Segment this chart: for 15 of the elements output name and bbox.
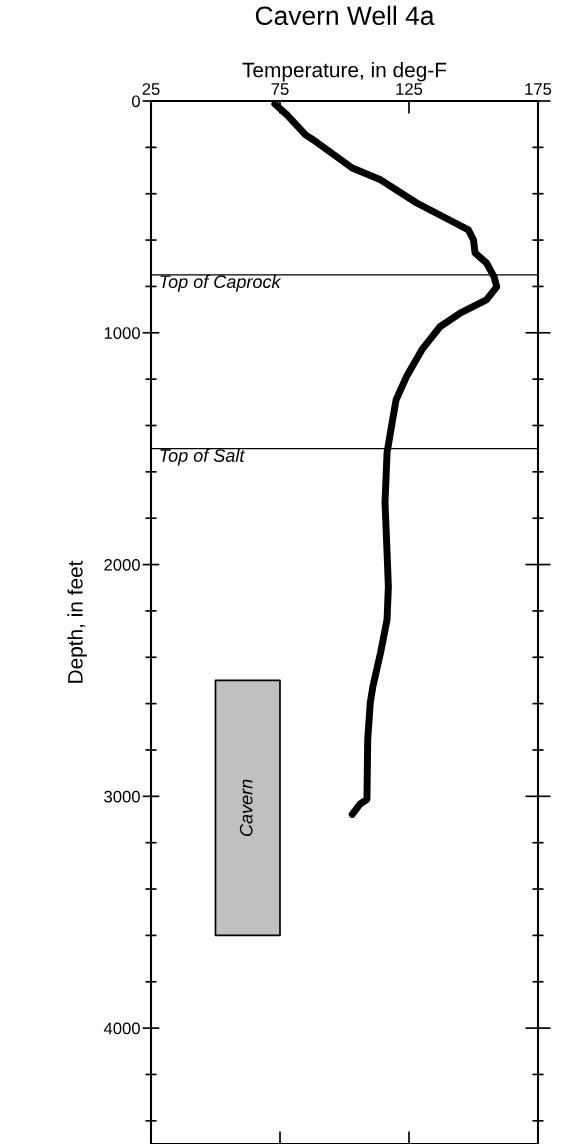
ref-line-label: Top of Salt xyxy=(160,448,246,466)
y-tick-label: 3000 xyxy=(104,790,140,803)
chart-title: Cavern Well 4a xyxy=(255,5,435,26)
y-tick-label: 4000 xyxy=(103,1022,140,1035)
y-tick-label: 0 xyxy=(131,95,140,108)
x-tick-label: 175 xyxy=(525,83,552,95)
y-tick-label: 1000 xyxy=(104,327,140,339)
y-tick-label: 2000 xyxy=(104,558,140,571)
x-axis-title: Temperature, in deg-F xyxy=(242,62,447,82)
x-tick-label: 75 xyxy=(271,83,289,95)
x-tick-label: 125 xyxy=(396,83,423,95)
annotation: Cavern xyxy=(239,779,253,837)
ref-line-label: Top of Caprock xyxy=(160,274,282,292)
x-tick-label: 25 xyxy=(142,83,160,95)
y-axis-title: Depth, in feet xyxy=(67,560,87,683)
